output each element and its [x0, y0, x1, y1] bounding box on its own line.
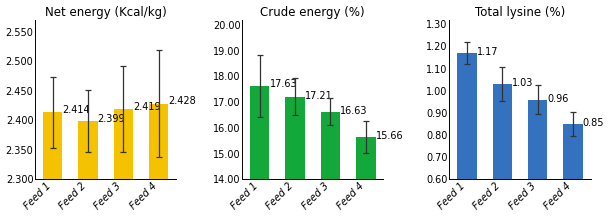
Bar: [113, 109, 133, 179]
Title: Crude energy (%): Crude energy (%): [260, 6, 365, 19]
Bar: [149, 104, 168, 179]
Bar: [356, 137, 376, 179]
Title: Total lysine (%): Total lysine (%): [475, 6, 565, 19]
Text: 1.03: 1.03: [512, 78, 533, 88]
Bar: [528, 100, 547, 179]
Text: 17.63: 17.63: [270, 79, 297, 89]
Bar: [457, 53, 476, 179]
Bar: [563, 124, 583, 179]
Text: 2.419: 2.419: [133, 102, 160, 112]
Text: 17.21: 17.21: [305, 91, 332, 101]
Text: 0.96: 0.96: [547, 94, 569, 104]
Text: 16.63: 16.63: [340, 106, 368, 116]
Bar: [250, 86, 270, 179]
Title: Net energy (Kcal/kg): Net energy (Kcal/kg): [45, 6, 167, 19]
Text: 1.17: 1.17: [476, 48, 498, 58]
Bar: [492, 84, 512, 179]
Bar: [285, 97, 305, 179]
Text: 15.66: 15.66: [376, 131, 403, 141]
Text: 0.85: 0.85: [583, 118, 605, 128]
Bar: [321, 112, 340, 179]
Bar: [78, 121, 98, 179]
Text: 2.414: 2.414: [62, 105, 90, 115]
Text: 2.399: 2.399: [98, 114, 125, 124]
Text: 2.428: 2.428: [168, 96, 196, 106]
Bar: [43, 112, 62, 179]
